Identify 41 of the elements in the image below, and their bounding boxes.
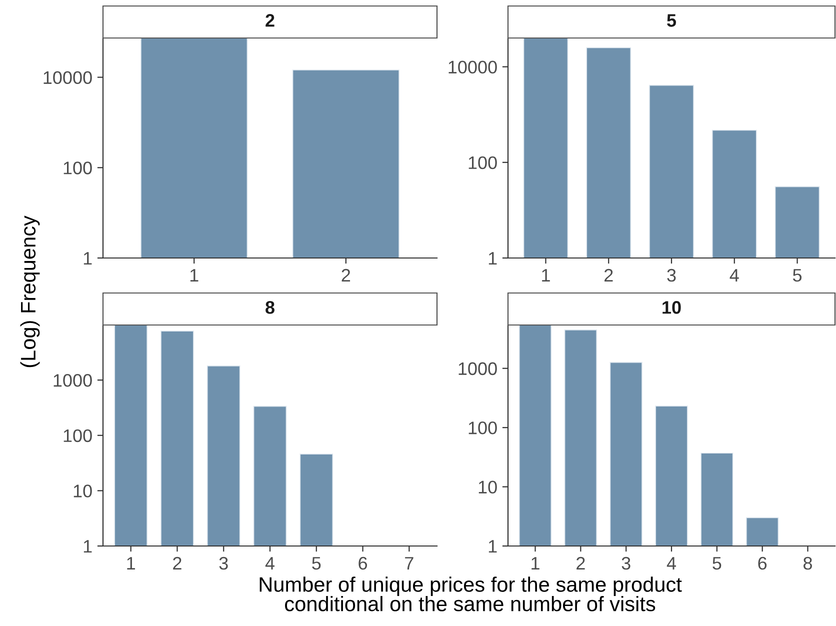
x-tick-label: 1 bbox=[127, 557, 135, 570]
x-tick-label: 5 bbox=[312, 557, 321, 570]
x-tick-label: 4 bbox=[730, 269, 739, 282]
x-tick-label: 1 bbox=[532, 557, 540, 570]
x-tick-label: 2 bbox=[342, 268, 350, 282]
x-tick-label: 5 bbox=[712, 557, 722, 570]
x-tick-label: 6 bbox=[358, 556, 368, 570]
x-axis-title: Number of unique prices for the same product conditional on the same number of visits bbox=[260, 576, 682, 612]
y-tick-label: 1000 bbox=[458, 362, 497, 376]
x-tick-label: 2 bbox=[604, 268, 613, 282]
y-tick-label: 100 bbox=[468, 156, 497, 170]
x-tick-label: 8 bbox=[804, 556, 812, 570]
y-tick-label: 100 bbox=[64, 162, 92, 174]
y-tick-label: 1000 bbox=[54, 374, 92, 387]
y-tick-label: 10000 bbox=[44, 71, 92, 84]
x-tick-label: 4 bbox=[666, 557, 676, 570]
x-tick-label: 3 bbox=[667, 268, 676, 282]
y-tick-label: 100 bbox=[468, 422, 497, 434]
y-tick-label: 1 bbox=[84, 540, 92, 553]
x-tick-label: 5 bbox=[792, 269, 802, 282]
chart-title: 5 bbox=[667, 14, 676, 27]
x-tick-label: 2 bbox=[576, 556, 585, 570]
x-tick-label: 1 bbox=[542, 269, 550, 282]
x-tick-label: 4 bbox=[265, 557, 274, 570]
chart-title: 2 bbox=[266, 14, 274, 27]
y-tick-label: 10 bbox=[74, 484, 92, 498]
y-tick-label: 10000 bbox=[448, 60, 497, 74]
chart-title: 8 bbox=[266, 301, 274, 314]
y-tick-label: 1 bbox=[84, 252, 92, 265]
x-tick-label: 1 bbox=[190, 269, 198, 282]
y-tick-label: 10 bbox=[478, 480, 497, 494]
x-tick-label: 6 bbox=[758, 556, 767, 570]
y-axis-title: (Log) Frequency bbox=[20, 216, 40, 368]
x-tick-label: 3 bbox=[622, 556, 630, 570]
x-tick-label: 2 bbox=[173, 556, 182, 570]
chart-title: 10 bbox=[662, 301, 681, 314]
y-tick-label: 1 bbox=[488, 252, 497, 265]
x-tick-label: 3 bbox=[219, 556, 228, 570]
x-tick-label: 7 bbox=[405, 557, 414, 570]
y-tick-label: 1 bbox=[488, 540, 497, 553]
y-tick-label: 100 bbox=[64, 429, 92, 442]
